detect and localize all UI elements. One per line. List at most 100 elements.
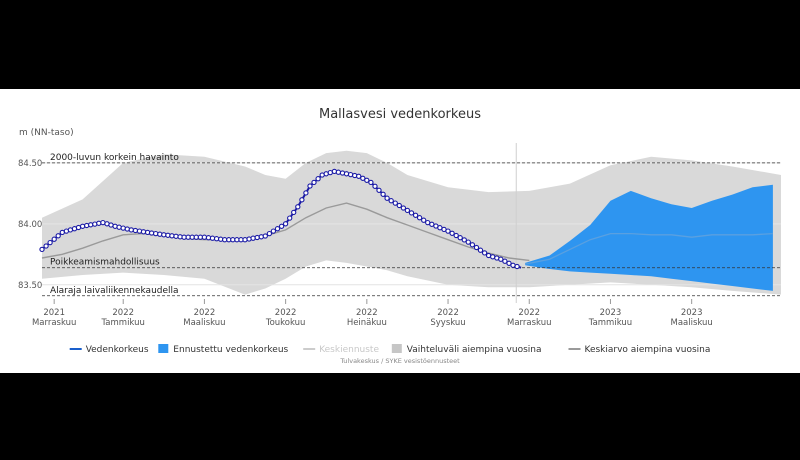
observed-point xyxy=(449,230,455,236)
reference-label: Alaraja laivaliikennekaudella xyxy=(50,286,179,296)
observed-point xyxy=(392,200,398,206)
observed-point xyxy=(55,233,61,239)
observed-point xyxy=(148,230,155,236)
legend-box-swatch xyxy=(158,344,169,353)
observed-point xyxy=(250,235,256,241)
legend-item: Keskiennuste xyxy=(303,345,379,355)
observed-point xyxy=(201,234,208,240)
observed-point xyxy=(153,230,159,237)
observed-point xyxy=(278,223,285,229)
y-tick-label: 84.00 xyxy=(18,220,42,230)
legend-label: Keskiennuste xyxy=(319,345,379,355)
x-tick-year: 2022 xyxy=(275,308,297,318)
forecast-band xyxy=(525,184,773,291)
x-tick-year: 2021 xyxy=(43,308,65,318)
x-tick-year: 2022 xyxy=(112,308,134,318)
observed-point xyxy=(96,220,102,226)
observed-point xyxy=(384,195,390,201)
x-tick-year: 2022 xyxy=(194,308,216,318)
observed-point xyxy=(408,210,415,216)
legend-label: Ennustettu vedenkorkeus xyxy=(173,345,288,355)
observed-point xyxy=(311,179,317,186)
legend-label: Keskiarvo aiempina vuosina xyxy=(585,345,711,355)
observed-point xyxy=(404,207,411,214)
x-tick-year: 2023 xyxy=(681,308,703,318)
reference-label: Poikkeamismahdollisuus xyxy=(50,258,160,268)
reference-label: 2000-luvun korkein havainto xyxy=(50,153,179,163)
observed-point xyxy=(120,225,126,231)
observed-point xyxy=(461,237,467,243)
observed-point xyxy=(303,190,309,196)
y-axis-label: m (NN-taso) xyxy=(19,128,74,138)
observed-point xyxy=(416,215,423,221)
observed-point xyxy=(88,222,94,228)
observed-point xyxy=(291,209,297,216)
observed-point xyxy=(299,197,305,203)
observed-point xyxy=(477,247,484,253)
observed-point xyxy=(465,239,471,245)
legend-box-swatch xyxy=(391,344,402,353)
observed-point xyxy=(388,198,394,204)
observed-point xyxy=(360,175,366,181)
x-tick-month: Maaliskuu xyxy=(670,318,712,328)
legend-item: Vaihteluväli aiempina vuosina xyxy=(391,344,542,355)
observed-point xyxy=(209,235,216,241)
observed-point xyxy=(421,217,427,223)
observed-point xyxy=(173,233,179,239)
observed-point xyxy=(457,235,463,241)
x-tick-month: Toukokuu xyxy=(265,318,306,328)
observed-point xyxy=(364,177,370,183)
observed-point xyxy=(368,179,374,186)
observed-point xyxy=(498,256,504,262)
x-tick-month: Heinäkuu xyxy=(347,318,387,328)
observed-point xyxy=(376,187,382,193)
x-tick-year: 2023 xyxy=(600,308,622,318)
observed-point xyxy=(287,215,293,221)
observed-point xyxy=(469,242,476,248)
x-tick-month: Tammikuu xyxy=(101,318,145,328)
observed-point xyxy=(132,227,139,234)
x-tick-year: 2022 xyxy=(356,308,378,318)
observed-point xyxy=(79,223,86,229)
plot-area: 2000-luvun korkein havainto Poikkeamismah… xyxy=(18,143,781,328)
observed-point xyxy=(445,228,451,234)
observed-point xyxy=(481,250,488,256)
observed-point xyxy=(335,169,342,175)
y-tick-label: 83.50 xyxy=(18,281,42,291)
legend-item: Vedenkorkeus xyxy=(69,345,149,355)
observed-point xyxy=(400,205,407,211)
observed-point xyxy=(262,233,268,239)
observed-point xyxy=(169,233,175,239)
observed-point xyxy=(282,221,289,227)
credit-text: Tulvakeskus / SYKE vesistöennusteet xyxy=(339,357,460,365)
observed-point xyxy=(51,236,57,242)
observed-point xyxy=(47,239,53,246)
observed-point xyxy=(343,171,350,177)
observed-point xyxy=(514,263,520,270)
forecast-mean-line xyxy=(525,232,773,265)
x-tick-month: Tammikuu xyxy=(588,318,632,328)
observed-point xyxy=(412,212,419,218)
y-tick-label: 84.50 xyxy=(18,159,42,169)
observed-point xyxy=(473,244,480,251)
legend: Vedenkorkeus Ennustettu vedenkorkeus Keski… xyxy=(69,344,711,355)
observed-point xyxy=(506,260,512,266)
observed-point xyxy=(254,234,260,241)
legend-item: Keskiarvo aiempina vuosina xyxy=(568,345,711,355)
observed-point xyxy=(396,202,402,209)
observed-point xyxy=(356,173,362,179)
observed-point xyxy=(43,243,49,249)
x-tick-year: 2022 xyxy=(437,308,459,318)
observed-markers xyxy=(39,168,520,270)
observed-point xyxy=(116,224,122,230)
x-tick-month: Marraskuu xyxy=(32,318,76,328)
chart-svg: Mallasvesi vedenkorkeus m (NN-taso) 2000… xyxy=(18,107,781,365)
observed-point xyxy=(213,236,220,242)
observed-point xyxy=(161,232,167,238)
legend-item: Ennustettu vedenkorkeus xyxy=(158,344,289,355)
observed-point xyxy=(315,176,321,182)
observed-point xyxy=(295,204,301,210)
chart-title: Mallasvesi vedenkorkeus xyxy=(319,107,481,122)
observed-point xyxy=(270,228,277,234)
observed-point xyxy=(274,226,281,232)
